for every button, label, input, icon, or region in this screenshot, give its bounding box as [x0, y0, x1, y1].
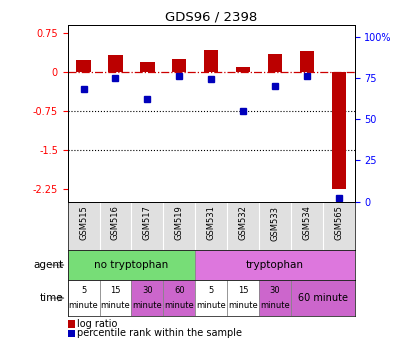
Text: 5: 5	[208, 286, 213, 295]
Bar	[163, 280, 195, 316]
Text: time: time	[40, 293, 63, 303]
Bar	[131, 280, 163, 316]
Text: GSM516: GSM516	[111, 206, 120, 240]
Bar	[290, 280, 354, 316]
Text: 15: 15	[237, 286, 248, 295]
Text: GSM515: GSM515	[79, 206, 88, 240]
Text: 30: 30	[142, 286, 152, 295]
Text: 30: 30	[269, 286, 280, 295]
Text: 5: 5	[81, 286, 86, 295]
Text: GSM565: GSM565	[333, 206, 342, 240]
Bar	[195, 280, 227, 316]
Title: GDS96 / 2398: GDS96 / 2398	[164, 11, 257, 24]
Text: GSM532: GSM532	[238, 206, 247, 240]
Bar	[267, 54, 281, 72]
Text: minute: minute	[196, 301, 225, 311]
Text: minute: minute	[227, 301, 257, 311]
Text: minute: minute	[132, 301, 162, 311]
Bar	[140, 62, 154, 72]
Text: minute: minute	[164, 301, 194, 311]
Bar	[76, 60, 90, 72]
Bar	[299, 51, 313, 72]
Text: minute: minute	[259, 301, 289, 311]
Text: 60: 60	[173, 286, 184, 295]
Bar	[67, 250, 195, 280]
Text: tryptophan: tryptophan	[245, 260, 303, 270]
Text: GSM519: GSM519	[174, 206, 183, 240]
Bar	[235, 66, 249, 72]
Text: GSM531: GSM531	[206, 206, 215, 240]
Bar	[258, 280, 290, 316]
Bar	[331, 72, 345, 189]
Text: 60 minute: 60 minute	[297, 293, 347, 303]
Text: GSM533: GSM533	[270, 206, 279, 241]
Bar	[99, 280, 131, 316]
Bar	[204, 50, 218, 72]
Bar	[195, 250, 354, 280]
Bar	[67, 280, 99, 316]
Text: 15: 15	[110, 286, 120, 295]
Bar	[172, 59, 186, 72]
Text: log ratio: log ratio	[77, 319, 117, 329]
Bar	[227, 280, 258, 316]
Text: percentile rank within the sample: percentile rank within the sample	[77, 328, 242, 338]
Text: agent: agent	[34, 260, 63, 270]
Text: GSM534: GSM534	[301, 206, 310, 240]
Text: no tryptophan: no tryptophan	[94, 260, 168, 270]
Bar	[108, 55, 122, 72]
Text: GSM517: GSM517	[142, 206, 151, 240]
Text: minute: minute	[100, 301, 130, 311]
Text: minute: minute	[69, 301, 98, 311]
